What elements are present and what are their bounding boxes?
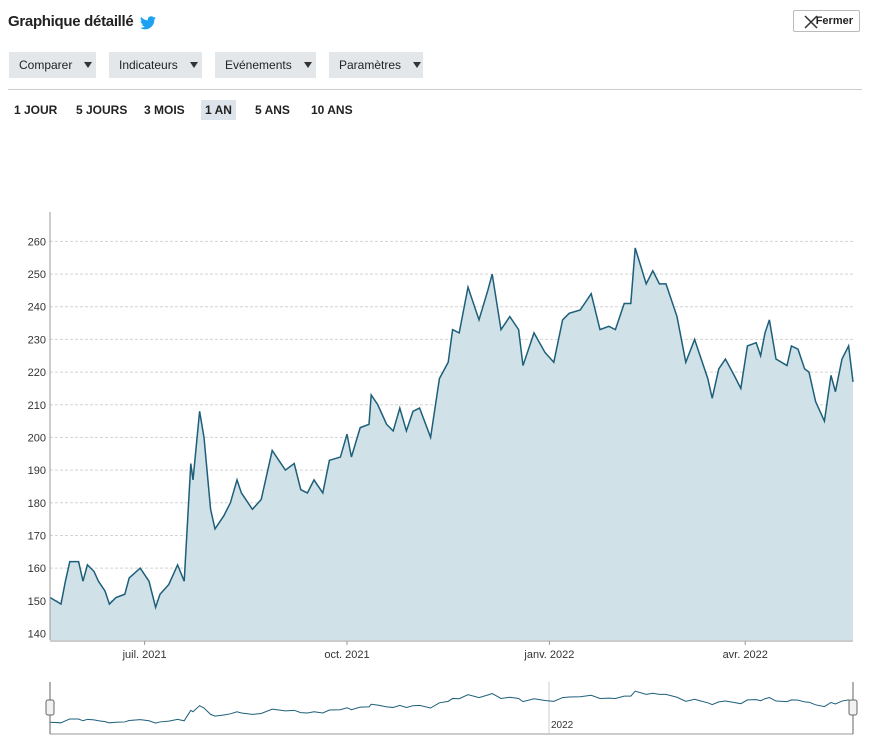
navigator-handle[interactable] [848,699,858,716]
x-tick-label: janv. 2022 [523,649,574,661]
twitter-icon[interactable] [140,16,156,30]
y-tick-label: 140 [28,628,46,640]
close-label: Fermer [815,15,853,27]
navigator-handle[interactable] [45,699,55,716]
y-tick-label: 190 [28,465,46,477]
y-tick-label: 240 [28,302,46,314]
y-tick-label: 230 [28,334,46,346]
range-tab[interactable]: 5 JOURS [76,103,128,117]
y-tick-label: 220 [28,367,46,379]
dropdown[interactable]: Indicateurs [109,52,202,78]
x-tick-label: avr. 2022 [723,649,768,661]
navigator-line [49,690,854,724]
close-icon [804,15,818,29]
dropdown[interactable]: Paramètres [329,52,423,78]
range-tab[interactable]: 5 ANS [255,103,290,117]
y-tick-label: 180 [28,498,46,510]
x-tick-label: juil. 2021 [122,649,167,661]
dropdown-label: Comparer [19,58,73,72]
y-tick-label: 260 [28,236,46,248]
range-tab[interactable]: 1 AN [201,100,236,120]
range-tab[interactable]: 3 MOIS [144,103,185,117]
page-title: Graphique détaillé [8,13,134,30]
area [50,247,853,640]
range-tab[interactable]: 1 JOUR [14,103,58,117]
separator [8,89,862,90]
x-tick-label: oct. 2021 [324,649,369,661]
y-tick-label: 250 [28,269,46,281]
dropdown-label: Indicateurs [119,58,178,72]
y-tick-label: 200 [28,432,46,444]
y-tick-label: 170 [28,530,46,542]
dropdown[interactable]: Comparer [9,52,96,78]
y-tick-label: 210 [28,400,46,412]
close-button[interactable]: Fermer [793,10,860,32]
range-tab[interactable]: 10 ANS [311,103,353,117]
y-tick-label: 150 [28,596,46,608]
dropdown[interactable]: Evénements [215,52,316,78]
dropdown-label: Paramètres [339,58,402,72]
line [49,247,854,610]
y-tick-label: 160 [28,563,46,575]
dropdown-label: Evénements [225,58,292,72]
navigator-label: 2022 [551,720,574,731]
